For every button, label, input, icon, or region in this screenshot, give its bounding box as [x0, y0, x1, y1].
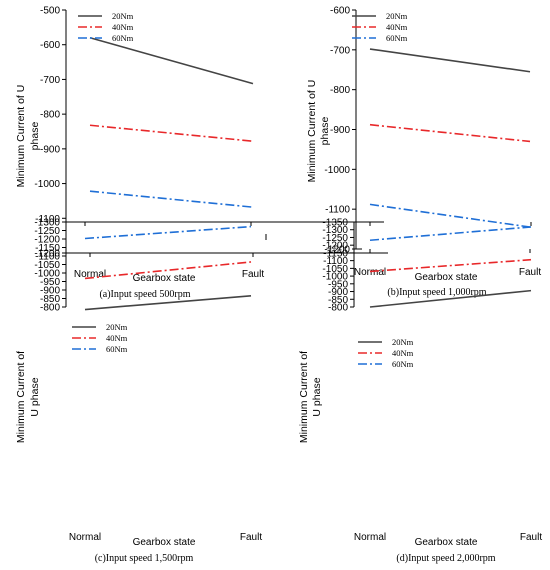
legend-label: 20Nm: [392, 337, 414, 347]
legend-label: 20Nm: [112, 11, 134, 21]
legend-label: 60Nm: [392, 359, 414, 369]
legend-label: 60Nm: [106, 344, 128, 354]
series-line: [84, 225, 252, 240]
y-tick-label: -500: [40, 6, 60, 17]
x-tick-label: Fault: [519, 267, 541, 278]
x-tick-label: Normal: [354, 532, 386, 543]
chart-caption: (c)Input speed 1,500rpm: [95, 553, 194, 564]
series-line: [89, 190, 254, 208]
series-line: [369, 203, 531, 228]
series-line: [369, 48, 531, 73]
y-tick-label: -1250: [322, 233, 348, 244]
y-tick-label: -1050: [322, 264, 348, 275]
y-axis-label: Minimum Current of U: [306, 80, 318, 183]
legend-label: 60Nm: [112, 33, 134, 43]
y-tick-label: -1150: [35, 243, 60, 254]
y-tick-label: -1300: [34, 218, 60, 229]
y-tick-label: -950: [328, 279, 348, 290]
legend-label: 20Nm: [106, 322, 128, 332]
chart-caption: (d)Input speed 2,000rpm: [396, 553, 495, 564]
y-axis-label: phase: [29, 122, 41, 151]
x-axis-label: Gearbox state: [133, 537, 196, 548]
x-axis-label: Gearbox state: [133, 273, 196, 284]
y-axis-label: Minimum Current of: [15, 351, 27, 443]
x-tick-label: Fault: [520, 532, 542, 543]
y-tick-label: -900: [40, 144, 60, 155]
y-tick-label: -800: [330, 85, 350, 96]
y-tick-label: -900: [40, 286, 60, 297]
legend-label: 60Nm: [386, 33, 408, 43]
series-line: [89, 37, 254, 85]
y-axis-label: U phase: [29, 377, 41, 416]
y-tick-label: -1250: [34, 226, 60, 237]
series-line: [84, 294, 252, 311]
legend-label: 40Nm: [386, 22, 408, 32]
series-line: [84, 261, 252, 280]
x-tick-label: Normal: [74, 269, 106, 280]
y-tick-label: -1100: [325, 205, 350, 216]
x-axis-label: Gearbox state: [415, 537, 478, 548]
y-axis-label: phase: [319, 117, 331, 146]
y-tick-label: -1000: [34, 179, 60, 190]
y-tick-label: -1100: [35, 252, 60, 263]
y-axis-label: Minimum Current of U: [15, 85, 27, 188]
y-tick-label: -1000: [322, 272, 348, 283]
series-line: [89, 124, 254, 143]
y-tick-label: -1000: [324, 165, 350, 176]
y-tick-label: -800: [40, 303, 60, 314]
y-tick-label: -1100: [323, 256, 348, 267]
y-tick-label: -1200: [322, 241, 348, 252]
y-tick-label: -1100: [35, 214, 60, 225]
y-tick-label: -850: [40, 294, 60, 305]
y-tick-label: -1000: [34, 269, 60, 280]
y-tick-label: -900: [328, 287, 348, 298]
legend-label: 40Nm: [392, 348, 414, 358]
series-line: [369, 289, 532, 308]
y-tick-label: -700: [330, 45, 350, 56]
chart-caption: (a)Input speed 500rpm: [99, 289, 190, 300]
series-line: [369, 226, 532, 242]
y-tick-label: -600: [330, 6, 350, 17]
x-axis-label: Gearbox state: [415, 272, 478, 283]
y-tick-label: -1350: [322, 218, 348, 229]
x-tick-label: Normal: [69, 532, 101, 543]
y-tick-label: -1200: [34, 235, 60, 246]
y-tick-label: -850: [328, 295, 348, 306]
y-axis-label: U phase: [311, 377, 323, 416]
x-tick-label: Normal: [354, 267, 386, 278]
y-axis-label: Minimum Current of: [298, 351, 310, 443]
x-tick-label: Fault: [240, 532, 262, 543]
y-tick-label: -800: [40, 110, 60, 121]
series-line: [369, 123, 531, 143]
legend-label: 20Nm: [386, 11, 408, 21]
y-tick-label: -1150: [323, 248, 348, 259]
chart-caption: (b)Input speed 1,000rpm: [387, 287, 486, 298]
legend-label: 40Nm: [106, 333, 128, 343]
y-tick-label: -800: [328, 303, 348, 314]
y-tick-label: -600: [40, 40, 60, 51]
y-tick-label: -1050: [34, 260, 60, 271]
y-tick-label: -1200: [34, 249, 60, 260]
y-tick-label: -950: [40, 277, 60, 288]
y-tick-label: -1300: [322, 225, 348, 236]
legend-label: 40Nm: [112, 22, 134, 32]
y-tick-label: -900: [330, 125, 350, 136]
y-tick-label: -1200: [324, 245, 350, 256]
x-tick-label: Fault: [242, 269, 264, 280]
y-tick-label: -700: [40, 75, 60, 86]
series-line: [369, 258, 532, 273]
